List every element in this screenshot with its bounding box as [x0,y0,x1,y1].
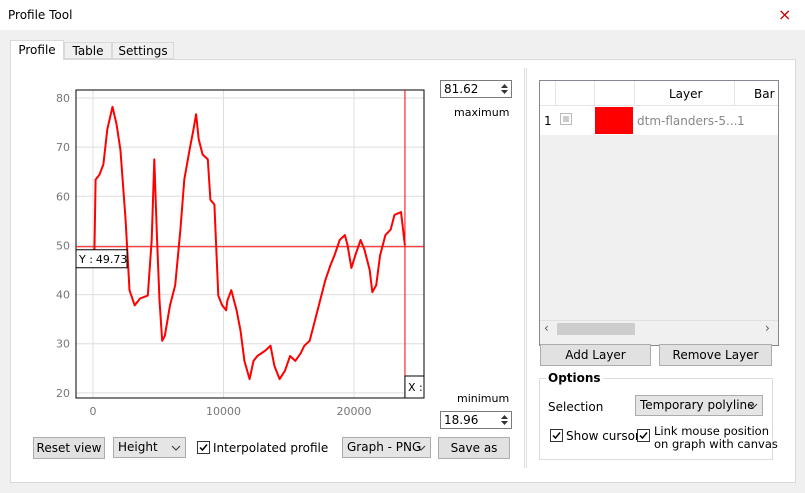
tab[interactable]: Table [64,42,112,59]
options-group [539,378,773,460]
row-index: 1 [544,114,552,128]
minimum-label: minimum [457,392,510,405]
cursor-y-value: 49.73 [96,253,128,266]
dropdown-arrow [171,445,181,451]
dropdown-arrow [748,403,758,409]
check-mark [639,432,648,440]
y-tick-label: 70 [56,141,70,154]
minimum-value: 18.96 [444,413,479,427]
spin-arrows [501,84,508,94]
table-header [540,81,778,106]
interpolated-checkbox[interactable] [197,441,210,454]
splitter [524,68,527,468]
cursor-x-box [404,375,425,399]
dropdown-text: Graph - PNG [347,440,422,454]
y-tick-label: 30 [56,338,70,351]
show-cursor-label: Show cursor [566,429,640,443]
mode-dropdown[interactable]: Height [113,437,186,458]
layer-table: Layer Bar 1 dtm-flanders-5... 1 ‹ › [539,80,779,346]
plot-background [76,90,424,398]
cursor-y-label: Y :49.73 [78,253,127,266]
layer-row[interactable] [540,106,778,135]
dropdown-text: Temporary polyline [640,398,755,412]
link-label: on graph with canvas [654,437,778,451]
y-tick-label: 60 [56,190,70,203]
row-checkbox[interactable] [560,113,572,125]
selection-label: Selection [548,400,604,414]
tab[interactable]: Settings [112,42,174,59]
header-layer: Layer [669,87,703,101]
layer-band: 1 [737,114,745,128]
minimum-spinbox[interactable]: 18.96 [440,411,512,429]
options-title: Options [546,371,603,385]
dropdown-text: Height [118,440,158,454]
tab[interactable]: Profile [10,40,64,60]
plot-frame [75,89,425,399]
profile-plot: 20 30 40 50 60 70 80 0 10000 20000 Y :49.73 X : [56,89,425,418]
profile-line [93,105,406,381]
link-checkbox[interactable] [637,429,650,442]
maximum-spinbox[interactable]: 81.62 [440,80,512,98]
interpolated-label: Interpolated profile [213,441,329,455]
remove-layer-button[interactable]: Remove Layer [659,344,772,366]
reset-view-button[interactable]: Reset view [33,437,105,459]
x-tick-label: 20000 [337,405,372,418]
maximum-value: 81.62 [444,82,479,96]
close-button[interactable]: × [778,5,792,24]
save-as-button[interactable]: Save as [438,437,510,459]
x-tick-label: 10000 [206,405,241,418]
maximum-label: maximum [454,106,510,119]
check-mark [552,432,561,440]
x-tick-label: 0 [89,405,96,418]
y-tick-label: 50 [56,239,70,252]
spin-arrows [501,415,508,425]
header-band: Bar [754,87,775,101]
show-cursor-checkbox[interactable] [550,429,563,442]
link-label: Link mouse position [654,424,770,438]
cursor-y-box [75,249,128,269]
window-title: Profile Tool [8,8,73,22]
layer-name: dtm-flanders-5... [637,114,738,128]
dropdown-arrow [416,445,426,451]
y-tick-label: 40 [56,289,70,302]
add-layer-button[interactable]: Add Layer [540,344,651,366]
h-scrollbar[interactable]: ‹ › [540,320,778,337]
layer-color [595,107,633,134]
cursor-y-prefix: Y : [78,253,93,266]
y-tick-label: 20 [56,387,70,400]
check-mark [199,444,208,452]
cursor-x-label: X : [408,381,423,394]
y-tick-label: 80 [56,92,70,105]
selection-dropdown[interactable]: Temporary polyline [635,395,763,416]
title-bar: Profile Tool × [0,0,805,30]
format-dropdown[interactable]: Graph - PNG [342,437,431,458]
